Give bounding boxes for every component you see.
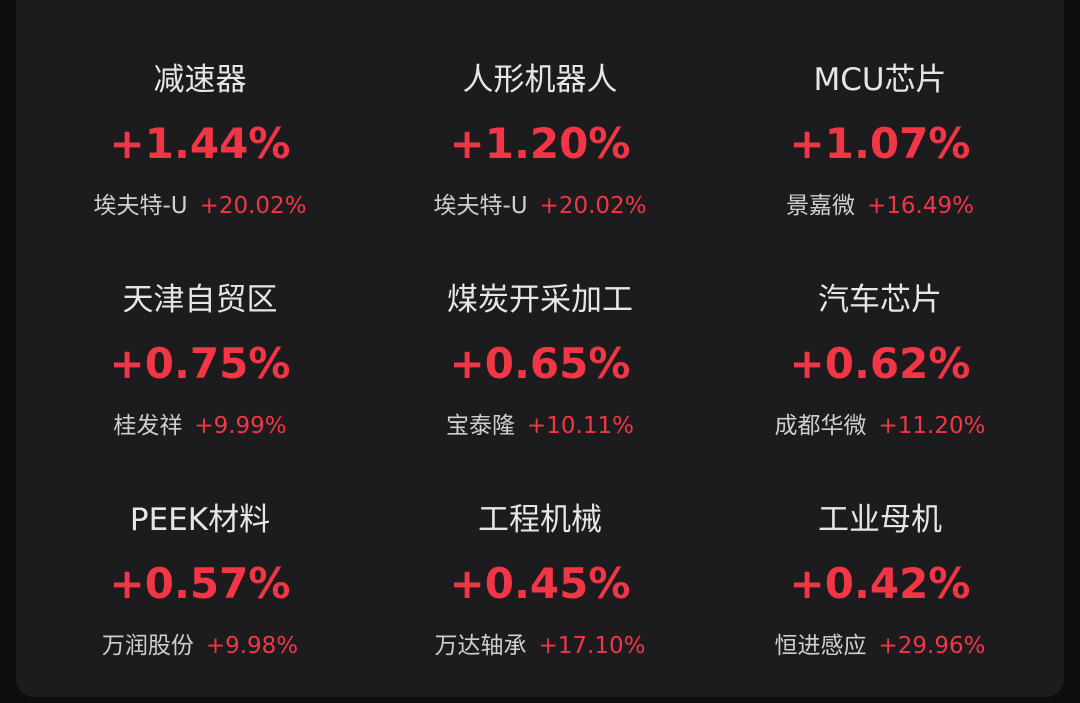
sector-change: +0.42% (789, 559, 971, 608)
sector-name: 汽车芯片 (818, 282, 942, 318)
leader-stock-name: 埃夫特-U (433, 193, 528, 219)
sector-card[interactable]: 工程机械 +0.45% 万达轴承 +17.10% (370, 440, 710, 659)
sector-card[interactable]: MCU芯片 +1.07% 景嘉微 +16.49% (710, 0, 1050, 219)
leader-stock-row: 桂发祥 +9.99% (30, 406, 370, 446)
sector-name: MCU芯片 (813, 62, 947, 98)
leader-stock-change: +20.02% (539, 193, 647, 219)
leader-stock-row: 恒进感应 +29.96% (710, 626, 1050, 666)
leader-stock-change: +20.02% (199, 193, 307, 219)
leader-stock-row: 万润股份 +9.98% (30, 626, 370, 666)
leader-stock-row: 埃夫特-U +20.02% (370, 186, 710, 226)
leader-stock-name: 万润股份 (101, 633, 194, 659)
sector-grid: 减速器 +1.44% 埃夫特-U +20.02% 人形机器人 +1.20% 埃夫特… (16, 0, 1064, 697)
sector-change: +1.44% (109, 119, 291, 168)
leader-stock-change: +9.98% (205, 633, 299, 659)
leader-stock-row: 成都华微 +11.20% (710, 406, 1050, 446)
sector-card[interactable]: 工业母机 +0.42% 恒进感应 +29.96% (710, 440, 1050, 659)
sector-card[interactable]: 汽车芯片 +0.62% 成都华微 +11.20% (710, 220, 1050, 439)
sector-name: 减速器 (153, 62, 247, 98)
sector-card[interactable]: 煤炭开采加工 +0.65% 宝泰隆 +10.11% (370, 220, 710, 439)
sector-card[interactable]: 天津自贸区 +0.75% 桂发祥 +9.99% (30, 220, 370, 439)
sector-card[interactable]: 人形机器人 +1.20% 埃夫特-U +20.02% (370, 0, 710, 219)
leader-stock-name: 宝泰隆 (446, 413, 515, 439)
leader-stock-name: 桂发祥 (113, 413, 183, 439)
leader-stock-row: 景嘉微 +16.49% (710, 186, 1050, 226)
leader-stock-change: +16.49% (867, 193, 974, 219)
leader-stock-change: +29.96% (878, 633, 986, 659)
sector-name: 天津自贸区 (122, 282, 278, 318)
leader-stock-name: 景嘉微 (786, 193, 855, 219)
leader-stock-change: +10.11% (527, 413, 634, 439)
sector-name: 人形机器人 (462, 62, 618, 98)
leader-stock-change: +9.99% (194, 413, 287, 439)
sector-change: +0.62% (789, 339, 971, 388)
sector-card[interactable]: PEEK材料 +0.57% 万润股份 +9.98% (30, 440, 370, 659)
sector-card[interactable]: 减速器 +1.44% 埃夫特-U +20.02% (30, 0, 370, 219)
sector-change: +0.65% (449, 339, 631, 388)
sector-change: +0.45% (449, 559, 631, 608)
sector-name: PEEK材料 (129, 502, 271, 538)
sector-change: +0.75% (109, 339, 291, 388)
sector-ranking-panel: 减速器 +1.44% 埃夫特-U +20.02% 人形机器人 +1.20% 埃夫特… (16, 0, 1064, 697)
sector-name: 工业母机 (818, 502, 942, 538)
sector-change: +0.57% (109, 559, 291, 608)
leader-stock-change: +17.10% (538, 633, 646, 659)
sector-name: 煤炭开采加工 (447, 282, 633, 318)
leader-stock-change: +11.20% (878, 413, 986, 439)
sector-name: 工程机械 (478, 502, 602, 538)
leader-stock-name: 万达轴承 (434, 633, 527, 659)
leader-stock-row: 埃夫特-U +20.02% (30, 186, 370, 226)
leader-stock-row: 宝泰隆 +10.11% (370, 406, 710, 446)
leader-stock-row: 万达轴承 +17.10% (370, 626, 710, 666)
sector-change: +1.20% (449, 119, 631, 168)
leader-stock-name: 恒进感应 (774, 633, 867, 659)
leader-stock-name: 埃夫特-U (93, 193, 188, 219)
sector-change: +1.07% (789, 119, 971, 168)
leader-stock-name: 成都华微 (774, 413, 867, 439)
